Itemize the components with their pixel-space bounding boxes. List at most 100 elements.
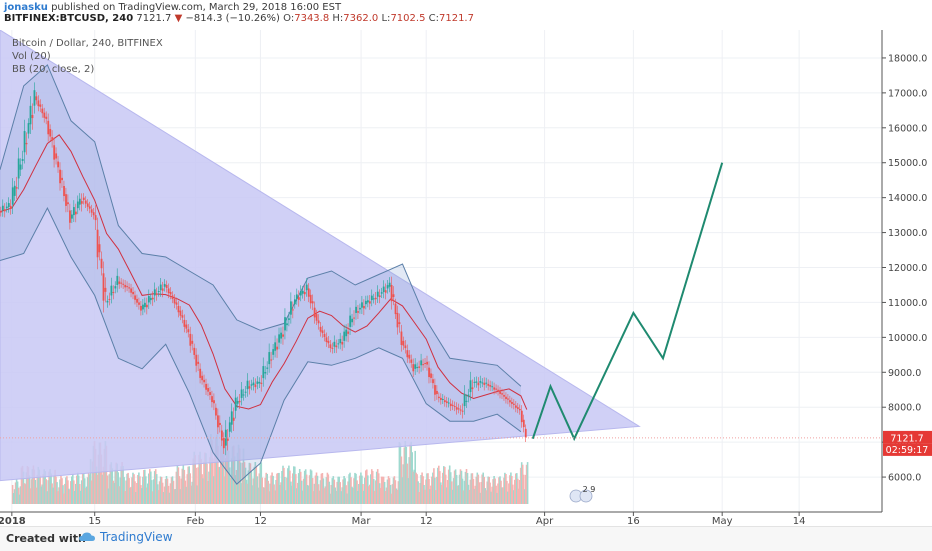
x-tick-label: 12	[420, 516, 433, 526]
candle-body	[272, 349, 275, 355]
candle-body	[418, 366, 421, 368]
volume-bar	[148, 473, 150, 504]
candle-body	[398, 322, 401, 325]
volume-bar	[203, 461, 205, 504]
volume-bar	[132, 472, 134, 504]
volume-bar	[288, 465, 290, 504]
volume-bar	[419, 483, 421, 504]
volume-bar	[483, 476, 485, 504]
candle-body	[248, 386, 251, 389]
us-flag-icon	[579, 489, 593, 503]
volume-bar	[487, 476, 489, 504]
candle-body	[61, 177, 63, 181]
candle-body	[428, 367, 430, 378]
candle-body	[463, 393, 466, 407]
tradingview-link[interactable]: TradingView	[78, 530, 173, 544]
last-price-badge	[883, 430, 932, 444]
volume-bar	[301, 490, 304, 504]
candle-body	[449, 403, 452, 407]
volume-bar	[52, 487, 54, 504]
volume-bar	[443, 466, 445, 504]
candle-body	[520, 410, 523, 423]
down-arrow-icon: ▼	[174, 13, 183, 24]
candle-body	[459, 409, 462, 411]
volume-bar	[496, 492, 498, 504]
volume-bar	[468, 489, 471, 504]
legend-symbol[interactable]: Bitcoin / Dollar, 240, BITFINEX	[12, 38, 163, 49]
volume-bar	[444, 466, 446, 504]
candle-body	[179, 310, 182, 316]
volume-bar	[111, 468, 114, 504]
candle-body	[434, 385, 436, 395]
legend-bollinger[interactable]: BB (20, close, 2)	[12, 64, 95, 75]
chart-area[interactable]: 6000.07000.08000.09000.010000.011000.012…	[0, 29, 932, 527]
volume-bar	[331, 478, 334, 504]
candle-body	[86, 203, 89, 207]
volume-bar	[11, 485, 14, 504]
volume-bar	[238, 448, 241, 504]
volume-bar	[16, 481, 19, 504]
candle-body	[102, 273, 105, 301]
volume-bar	[156, 484, 159, 504]
volume-bar	[255, 465, 258, 504]
candle-body	[147, 296, 150, 303]
volume-bar	[106, 475, 109, 504]
author-link[interactable]: jonasku	[4, 2, 48, 13]
volume-bar	[160, 477, 163, 504]
volume-bar	[423, 485, 425, 504]
volume-bar	[471, 473, 474, 504]
candle-body	[169, 291, 172, 295]
volume-bar	[164, 479, 167, 504]
volume-bar	[115, 462, 117, 504]
volume-bar	[97, 454, 100, 504]
volume-bar	[291, 485, 293, 504]
volume-bar	[292, 473, 294, 504]
volume-bar	[319, 480, 322, 504]
volume-bar	[110, 462, 113, 504]
volume-bar	[397, 481, 400, 504]
volume-bar	[382, 476, 385, 504]
volume-bar	[305, 474, 308, 504]
volume-bar	[464, 471, 467, 504]
candle-body	[130, 288, 133, 293]
legend-volume[interactable]: Vol (20)	[12, 51, 51, 62]
volume-bar	[104, 441, 107, 504]
last-price-text: 7121.7	[136, 13, 172, 24]
candle-body	[13, 185, 16, 196]
volume-bar	[24, 484, 27, 504]
volume-bar	[356, 480, 358, 504]
volume-bar	[328, 481, 331, 504]
volume-bar	[129, 487, 131, 504]
symbol-label[interactable]: BITFINEX:BTCUSD, 240	[4, 13, 134, 24]
candle-body	[108, 298, 111, 300]
candle-body	[268, 352, 271, 365]
candle-body	[49, 128, 52, 137]
volume-bar	[425, 479, 427, 504]
volume-bar	[134, 481, 136, 504]
volume-bar	[368, 486, 370, 504]
volume-bar	[154, 469, 157, 504]
volume-bar	[263, 487, 265, 504]
volume-bar	[311, 478, 314, 504]
candle-body	[445, 401, 448, 403]
volume-bar	[520, 462, 523, 504]
volume-bar	[45, 479, 47, 504]
volume-bar	[250, 471, 253, 504]
candle-body	[171, 295, 174, 299]
volume-bar	[432, 472, 434, 504]
volume-bar	[298, 469, 301, 504]
volume-bar	[31, 469, 34, 504]
volume-bar	[182, 465, 185, 504]
volume-bar	[278, 472, 280, 504]
candle-body	[518, 408, 521, 411]
price-chart[interactable]: 6000.07000.08000.09000.010000.011000.012…	[0, 29, 932, 527]
volume-bar	[59, 479, 61, 504]
candle-body	[185, 324, 188, 329]
change-text: −814.3 (−10.26%)	[185, 13, 280, 24]
volume-bar	[144, 469, 146, 504]
volume-bar	[225, 440, 228, 504]
volume-bar	[448, 465, 451, 504]
volume-bar	[39, 475, 42, 504]
volume-bar	[272, 475, 274, 504]
candle-body	[240, 389, 243, 398]
